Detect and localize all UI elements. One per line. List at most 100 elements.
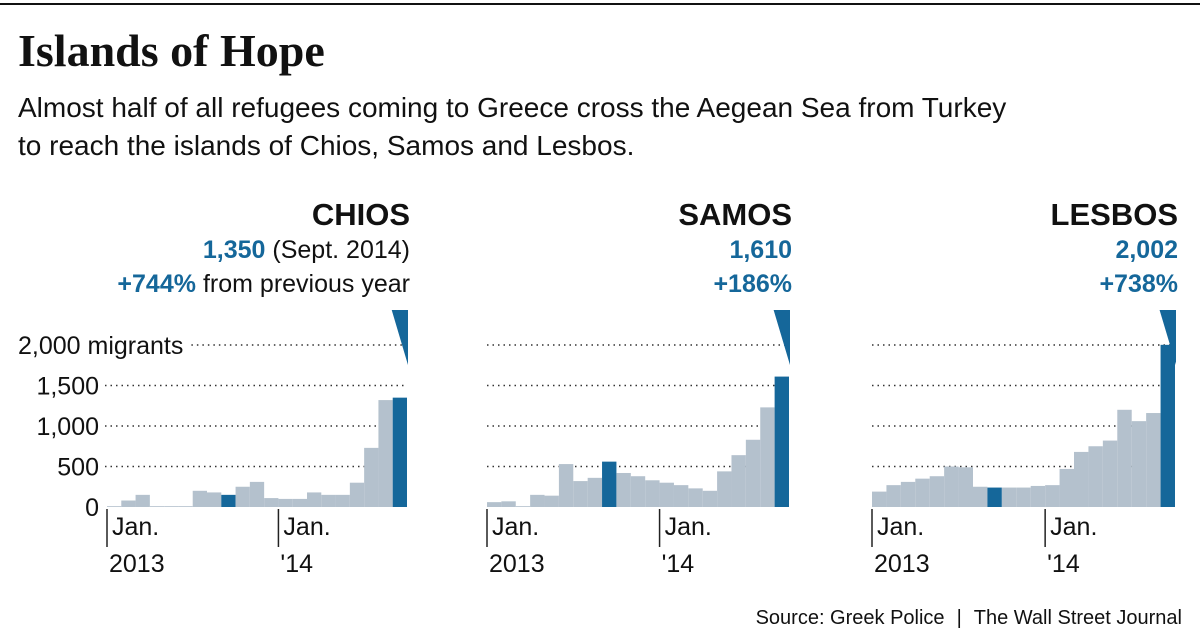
x-tick-line: '14	[280, 550, 313, 578]
bar	[886, 485, 901, 507]
source: Source: Greek Police | The Wall Street Jou…	[756, 607, 1182, 629]
x-tick-line: Jan.	[665, 513, 712, 541]
x-tick-line: Jan.	[283, 513, 330, 541]
publisher: The Wall Street Journal	[974, 607, 1182, 629]
bar	[249, 481, 265, 507]
bar	[135, 494, 150, 507]
bar	[645, 480, 660, 507]
source-text: Source: Greek Police	[756, 607, 945, 629]
bar	[121, 500, 136, 507]
value-label: 1,350	[203, 236, 266, 264]
bar	[1016, 487, 1031, 507]
x-tick-line: Jan.	[1050, 513, 1097, 541]
x-tick-label: Jan. '14	[662, 513, 712, 578]
x-tick-line: '14	[662, 550, 695, 578]
bar	[278, 498, 293, 507]
annotation: +738%	[1099, 270, 1178, 298]
annotation: 2,002	[1115, 236, 1178, 264]
y-tick-label: 500	[57, 454, 99, 482]
x-tick-line: 2013	[489, 550, 545, 578]
bar	[378, 400, 393, 507]
x-tick-label: Jan. '14	[1047, 513, 1097, 578]
annotation: 1,350 (Sept. 2014)	[203, 236, 410, 264]
bar	[900, 481, 916, 507]
bar	[1001, 487, 1017, 507]
bar	[1045, 485, 1060, 507]
bar	[673, 485, 689, 507]
bar	[731, 455, 746, 507]
y-tick-label: 1,500	[36, 373, 99, 401]
bar	[264, 498, 279, 507]
y-tick-label: 2,000 migrants	[18, 332, 183, 360]
bar	[688, 488, 703, 507]
bar	[958, 467, 973, 507]
x-tick-label: Jan. 2013	[874, 513, 930, 578]
bar	[630, 476, 646, 507]
bar	[392, 397, 407, 507]
x-tick-line: Jan.	[112, 513, 159, 541]
subtitle: to reach the islands of Chios, Samos and…	[18, 130, 634, 161]
bar	[178, 506, 193, 507]
bar	[335, 494, 350, 507]
panel-title: CHIOS	[312, 197, 410, 232]
change-note: from previous year	[203, 270, 410, 298]
x-tick-line: '14	[1047, 550, 1080, 578]
pointer	[1159, 310, 1176, 365]
bar	[1102, 440, 1118, 507]
bar	[558, 464, 574, 507]
bar	[973, 486, 988, 507]
bar	[321, 494, 336, 507]
bar	[164, 506, 179, 507]
value-label: 1,610	[729, 236, 792, 264]
bar	[602, 461, 617, 507]
bar	[349, 482, 365, 507]
x-tick-line: 2013	[874, 550, 930, 578]
bar	[1160, 344, 1175, 507]
bar	[1059, 468, 1074, 507]
x-tick-label: Jan. 2013	[109, 513, 165, 578]
bar	[515, 506, 531, 507]
x-tick-line: Jan.	[492, 513, 539, 541]
bar	[544, 495, 559, 507]
annotation: 1,610	[729, 236, 792, 264]
x-tick-line: Jan.	[877, 513, 924, 541]
bar	[1131, 421, 1147, 507]
bar	[616, 472, 631, 507]
bar	[929, 476, 945, 507]
bar	[501, 501, 516, 507]
bar	[307, 492, 322, 507]
bar	[1146, 413, 1161, 507]
pointer	[773, 310, 790, 365]
bar	[1117, 409, 1132, 507]
bar	[487, 502, 502, 507]
bar	[292, 498, 307, 507]
bar	[717, 471, 732, 507]
panel-title: SAMOS	[678, 197, 792, 232]
bar	[573, 481, 588, 507]
change-label: +186%	[713, 270, 792, 298]
change-label: +738%	[1099, 270, 1178, 298]
bar	[1088, 446, 1103, 507]
panel-title: LESBOS	[1051, 197, 1178, 232]
annotation: +744% from previous year	[117, 270, 410, 298]
separator: |	[957, 607, 962, 629]
value-label: 2,002	[1115, 236, 1178, 264]
bar	[659, 482, 674, 507]
bar	[530, 494, 545, 507]
bar	[774, 376, 789, 507]
value-note: (Sept. 2014)	[272, 236, 410, 264]
bar	[364, 447, 379, 507]
y-tick-label: 0	[85, 494, 99, 522]
bar	[872, 491, 887, 507]
bar	[192, 490, 207, 507]
title: Islands of Hope	[18, 25, 325, 76]
bar	[587, 477, 603, 507]
bar	[944, 466, 959, 507]
bar	[1074, 451, 1089, 507]
x-tick-line: 2013	[109, 550, 165, 578]
bar	[702, 490, 718, 507]
bar	[107, 506, 122, 507]
change-label: +744%	[117, 270, 196, 298]
